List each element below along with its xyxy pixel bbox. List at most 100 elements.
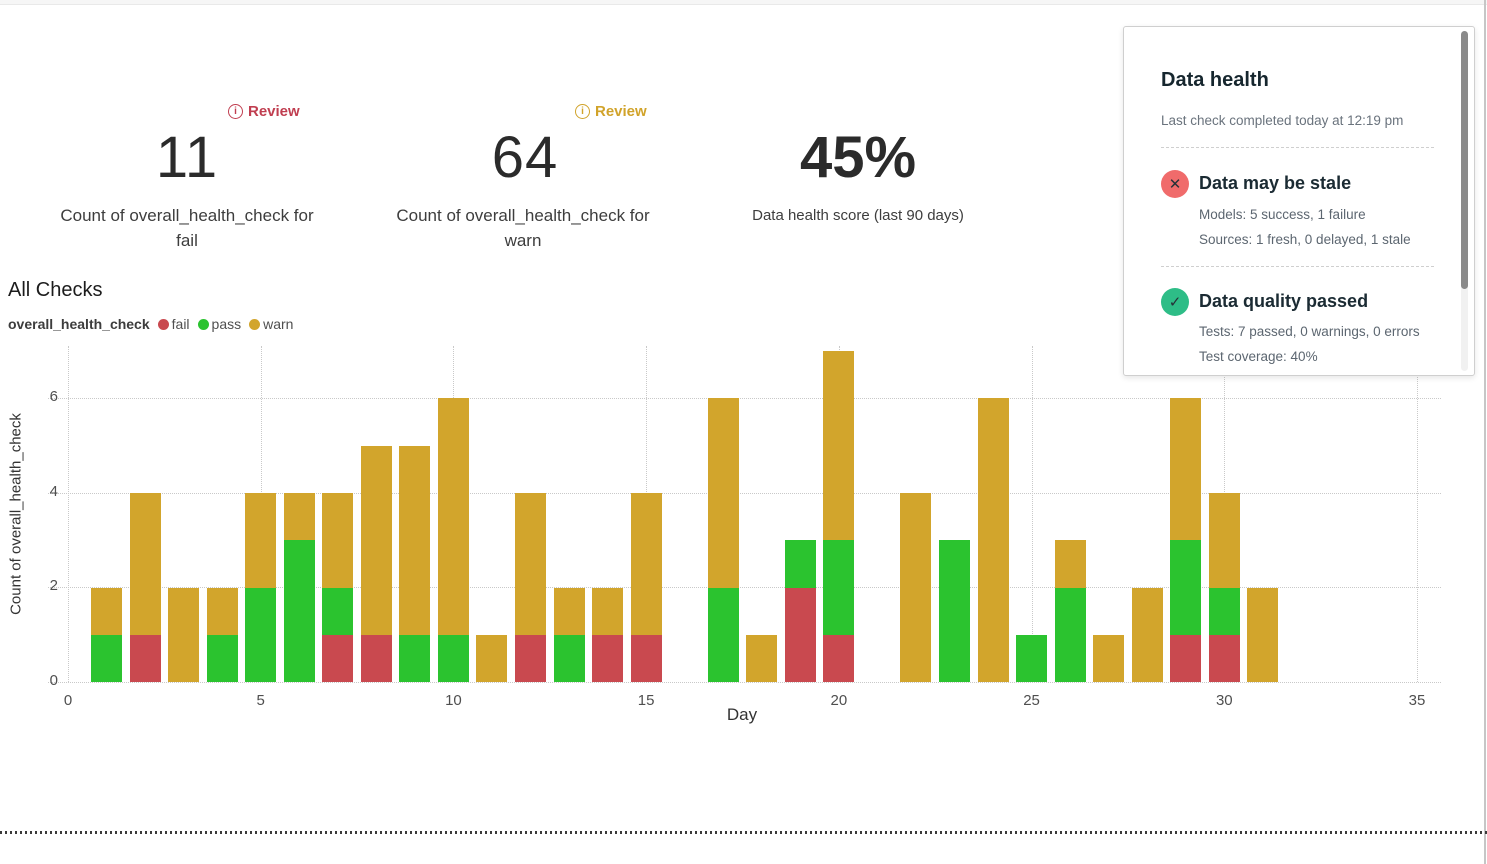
bar-day-1[interactable] (91, 346, 123, 682)
bar-day-5[interactable] (245, 346, 277, 682)
bar-segment-pass[interactable] (1170, 540, 1202, 635)
bar-segment-pass[interactable] (283, 540, 315, 682)
bar-segment-warn[interactable] (977, 398, 1009, 682)
bar-segment-warn[interactable] (245, 493, 277, 588)
bar-day-26[interactable] (1054, 346, 1086, 682)
x-tick-15: 15 (637, 692, 655, 709)
bar-segment-fail[interactable] (360, 634, 392, 682)
bar-segment-warn[interactable] (91, 587, 123, 635)
bar-day-8[interactable] (360, 346, 392, 682)
bar-segment-fail[interactable] (823, 634, 855, 682)
bar-segment-warn[interactable] (630, 492, 662, 635)
bar-day-6[interactable] (283, 346, 315, 682)
quality-section-title: Data quality passed (1199, 291, 1369, 311)
bar-segment-pass[interactable] (553, 634, 585, 682)
warn-dot-icon (249, 318, 261, 330)
kpi-fail-value: 11 (155, 125, 219, 190)
check-circle-icon: ✓ (1161, 288, 1189, 316)
bar-day-25[interactable] (1016, 346, 1048, 682)
kpi-warn-label: Count of overall_health_check for warn (396, 206, 650, 250)
bar-segment-warn[interactable] (553, 587, 585, 635)
bar-segment-warn[interactable] (283, 492, 315, 541)
bar-segment-pass[interactable] (206, 634, 238, 682)
bar-segment-fail[interactable] (592, 634, 624, 682)
bar-day-17[interactable] (707, 346, 739, 682)
bar-segment-warn[interactable] (168, 587, 200, 682)
bar-segment-warn[interactable] (1208, 493, 1240, 588)
scrollbar-thumb[interactable] (1461, 31, 1468, 289)
bar-day-20[interactable] (823, 346, 855, 682)
bar-segment-pass[interactable] (784, 540, 816, 588)
review-badge-warn[interactable]: i Review (575, 103, 647, 120)
bottom-dotted-divider[interactable] (0, 831, 1487, 834)
bar-segment-warn[interactable] (707, 398, 739, 588)
bar-segment-fail[interactable] (322, 634, 354, 682)
bar-segment-pass[interactable] (823, 540, 855, 635)
bar-day-28[interactable] (1131, 346, 1163, 682)
legend-item-label: warn (263, 316, 294, 332)
bar-segment-pass[interactable] (1016, 634, 1048, 682)
legend-item-pass[interactable]: pass (197, 316, 241, 332)
bar-segment-fail[interactable] (515, 634, 546, 682)
bar-segment-warn[interactable] (823, 351, 855, 541)
bar-segment-pass[interactable] (1208, 587, 1240, 635)
bar-segment-warn[interactable] (1170, 398, 1202, 541)
bar-day-15[interactable] (630, 346, 662, 682)
bar-day-31[interactable] (1247, 346, 1279, 682)
bar-segment-warn[interactable] (592, 587, 624, 635)
bar-segment-pass[interactable] (1054, 587, 1086, 682)
bar-day-24[interactable] (977, 346, 1009, 682)
bar-day-12[interactable] (515, 346, 546, 682)
bar-day-29[interactable] (1170, 346, 1202, 682)
bar-day-23[interactable] (938, 346, 970, 682)
bar-segment-fail[interactable] (784, 587, 816, 682)
y-tick-4: 4 (49, 482, 58, 500)
x-tick-20: 20 (830, 692, 848, 709)
bar-day-19[interactable] (784, 346, 816, 682)
bar-day-14[interactable] (592, 346, 624, 682)
bar-segment-warn[interactable] (1093, 634, 1125, 682)
legend-item-warn[interactable]: warn (249, 316, 293, 332)
bar-day-30[interactable] (1208, 346, 1240, 682)
bar-segment-fail[interactable] (630, 634, 662, 682)
bar-segment-warn[interactable] (1247, 587, 1279, 682)
v-gridline-25 (1031, 346, 1033, 682)
bar-day-10[interactable] (437, 346, 469, 682)
bar-day-2[interactable] (129, 346, 161, 682)
bar-day-22[interactable] (900, 346, 932, 682)
bar-segment-pass[interactable] (437, 634, 469, 682)
bar-segment-pass[interactable] (91, 634, 123, 682)
bar-day-27[interactable] (1093, 346, 1125, 682)
bar-segment-warn[interactable] (360, 445, 392, 635)
health-card-title: Data health (1161, 69, 1269, 91)
bar-day-11[interactable] (476, 346, 508, 682)
fail-dot-icon (157, 318, 169, 330)
bar-segment-warn[interactable] (129, 492, 161, 635)
bar-segment-warn[interactable] (206, 587, 238, 635)
bar-segment-warn[interactable] (437, 398, 469, 635)
bar-segment-warn[interactable] (1054, 540, 1086, 588)
bar-day-18[interactable] (746, 346, 778, 682)
review-badge-fail[interactable]: i Review (228, 103, 300, 120)
bar-segment-fail[interactable] (1170, 634, 1202, 682)
bar-day-9[interactable] (399, 346, 431, 682)
bar-day-3[interactable] (168, 346, 200, 682)
bar-segment-warn[interactable] (1131, 587, 1163, 682)
bar-segment-warn[interactable] (476, 634, 508, 682)
bar-segment-pass[interactable] (399, 634, 431, 682)
legend-item-fail[interactable]: fail (157, 316, 190, 332)
bar-segment-warn[interactable] (399, 445, 431, 635)
bar-segment-pass[interactable] (245, 587, 277, 682)
bar-segment-fail[interactable] (1208, 634, 1240, 682)
bar-segment-fail[interactable] (129, 634, 161, 682)
bar-day-4[interactable] (206, 346, 238, 682)
bar-day-13[interactable] (553, 346, 585, 682)
bar-segment-warn[interactable] (746, 634, 778, 682)
bar-segment-warn[interactable] (515, 492, 546, 635)
bar-segment-pass[interactable] (707, 587, 739, 682)
bar-segment-warn[interactable] (900, 492, 932, 682)
bar-day-7[interactable] (322, 346, 354, 682)
bar-segment-pass[interactable] (322, 587, 354, 635)
bar-segment-warn[interactable] (322, 493, 354, 588)
bar-segment-pass[interactable] (938, 540, 970, 682)
